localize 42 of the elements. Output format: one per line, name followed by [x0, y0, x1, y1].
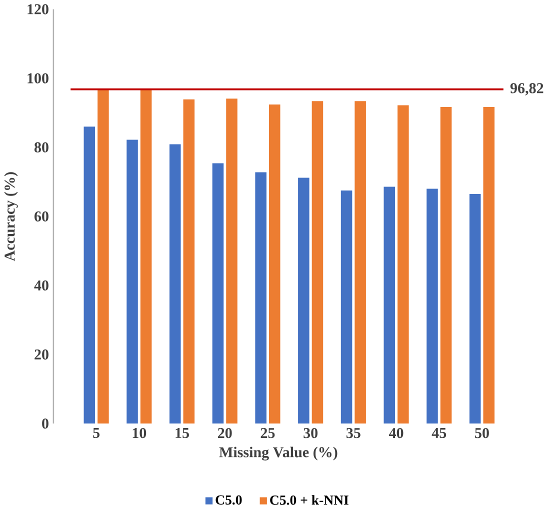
bar: [140, 90, 152, 424]
y-tick-label: 20: [34, 350, 48, 360]
bar: [298, 178, 310, 424]
x-tick-label: 25: [260, 428, 275, 438]
x-tick-label: 30: [304, 428, 318, 438]
bar: [98, 90, 109, 424]
bar: [426, 189, 438, 424]
bar: [354, 101, 366, 424]
y-tick-label: 80: [34, 142, 48, 153]
y-tick-label: 100: [28, 73, 48, 84]
x-tick-label: 35: [346, 428, 360, 438]
bar: [169, 144, 181, 424]
bar: [440, 107, 452, 424]
bar: [84, 126, 96, 424]
bar: [255, 172, 266, 424]
bar: [384, 186, 396, 424]
x-tick-label: 20: [218, 428, 232, 438]
y-tick-label: 120: [28, 4, 48, 15]
bar: [212, 163, 224, 424]
y-axis-title: Accuracy (%): [4, 172, 18, 262]
y-tick-label: 60: [34, 212, 48, 222]
bar: [340, 190, 352, 424]
bar: [126, 140, 138, 424]
x-tick-label: 10: [132, 428, 146, 438]
x-tick-label: 5: [93, 428, 100, 438]
legend-label: C5.0: [216, 496, 242, 505]
x-axis-title: Missing Value (%): [219, 446, 338, 461]
ref-line-label: 96,82: [510, 83, 544, 96]
x-tick-label: 45: [432, 428, 446, 438]
x-tick-label: 50: [475, 428, 489, 438]
y-tick-label: 40: [34, 280, 48, 291]
bar: [312, 101, 324, 424]
bar: [268, 104, 280, 424]
x-tick-label: 15: [176, 428, 189, 438]
y-tick-label: 0: [42, 418, 48, 429]
bar: [469, 194, 481, 424]
bar: [226, 98, 238, 424]
bar: [183, 100, 195, 424]
legend-label: C5.0 + k-NNI: [270, 495, 348, 506]
x-tick-label: 40: [388, 428, 404, 438]
bar: [398, 105, 409, 424]
bar: [483, 107, 495, 424]
